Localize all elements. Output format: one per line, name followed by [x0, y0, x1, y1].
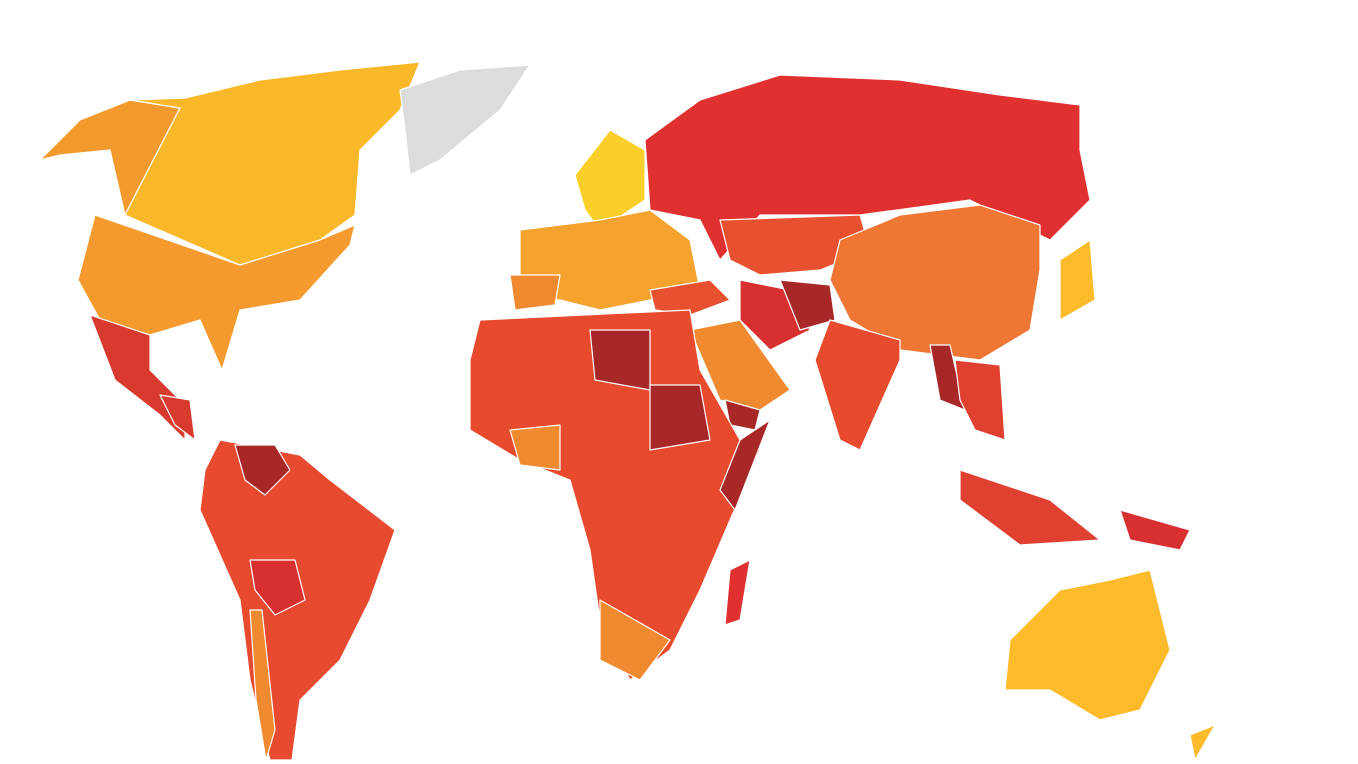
- libya: [589, 329, 651, 391]
- somalia: [719, 419, 771, 511]
- saudi-arabia: [689, 319, 791, 411]
- new-zealand: [1189, 724, 1216, 761]
- southern-africa: [599, 599, 671, 681]
- australia: [1004, 569, 1171, 721]
- scandinavia: [574, 129, 646, 231]
- greenland: [399, 64, 531, 176]
- chile: [249, 609, 276, 761]
- madagascar: [724, 559, 751, 626]
- turkey: [649, 279, 731, 316]
- india: [814, 319, 901, 451]
- west-africa: [509, 424, 561, 471]
- japan: [1059, 239, 1096, 321]
- central-america: [159, 394, 196, 441]
- sudan: [649, 384, 711, 451]
- china: [829, 204, 1041, 361]
- papua-new-guinea: [1119, 509, 1191, 551]
- southeast-asia: [954, 359, 1006, 441]
- bolivia: [249, 559, 306, 616]
- indonesia: [959, 469, 1101, 546]
- kazakhstan: [719, 214, 871, 276]
- iberia: [509, 274, 561, 311]
- afghanistan: [779, 279, 836, 331]
- russia: [644, 74, 1091, 261]
- venezuela: [234, 444, 291, 496]
- canada: [124, 61, 421, 266]
